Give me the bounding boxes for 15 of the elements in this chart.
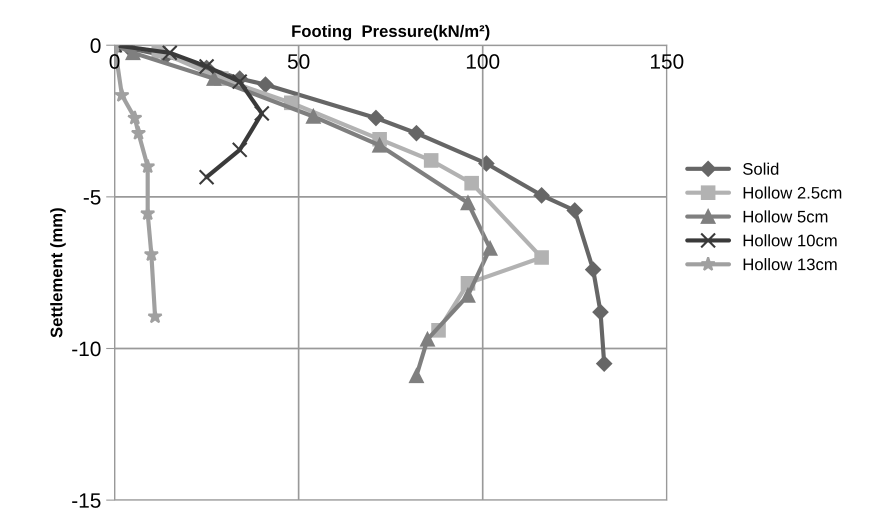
legend-label: Hollow 10cm bbox=[744, 234, 837, 246]
y-tick-label: -10 bbox=[72, 341, 101, 356]
legend-label: Hollow 5cm bbox=[744, 210, 828, 223]
y-tick-label: -15 bbox=[72, 493, 100, 508]
legend-label: Hollow 2.5cm bbox=[744, 186, 842, 199]
legend-label: Hollow 13cm bbox=[744, 258, 837, 270]
y-tick-label: 0 bbox=[90, 38, 101, 53]
x-tick-label: 150 bbox=[650, 54, 684, 69]
legend-label: Solid bbox=[743, 162, 778, 175]
y-tick-label: -5 bbox=[84, 190, 100, 205]
x-tick-label: 0 bbox=[110, 54, 120, 69]
x-axis-title: Footing Pressure(kN/m²) bbox=[292, 24, 490, 40]
y-axis-title: Settlement (mm) bbox=[50, 208, 66, 338]
x-tick-label: 50 bbox=[288, 54, 310, 69]
x-tick-label: 100 bbox=[466, 54, 500, 69]
